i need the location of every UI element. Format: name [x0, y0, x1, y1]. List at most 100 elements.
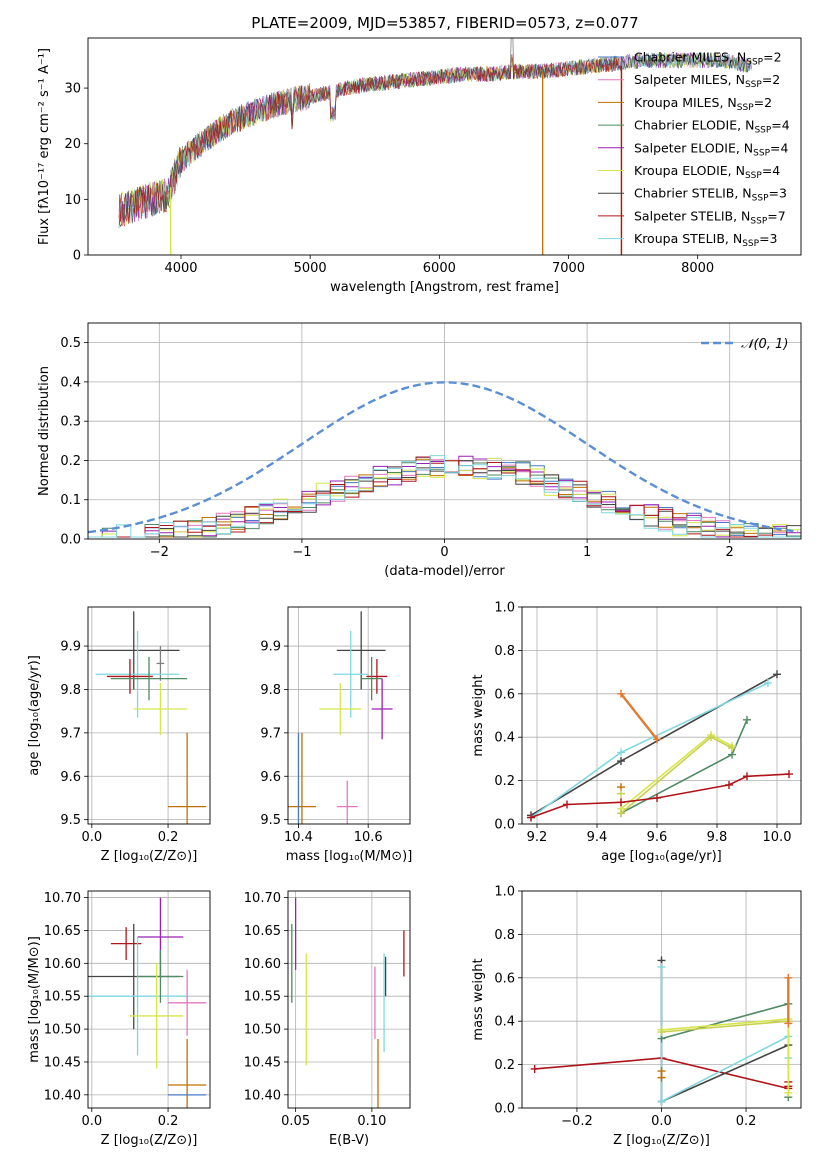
y-tick-label: 9.8 [60, 683, 81, 698]
weight-series-line [661, 1020, 789, 1033]
y-tick-label: 0.4 [494, 731, 515, 746]
errorbar-point [156, 646, 165, 681]
weight-marker [725, 780, 733, 789]
age-vs-Z-panel: 0.0 0.2 9.5 9.6 9.7 9.8 9.9 Z [log₁₀(Z/Z⊙)] age … [27, 606, 211, 864]
y-tick-label: 10.65 [244, 924, 281, 939]
x-axis-label: mass [log₁₀(M/M⊙)] [286, 849, 413, 864]
y-tick-label: 0.0 [494, 818, 515, 833]
x-axis-label: E(B-V) [329, 1133, 369, 1148]
errorbar-point [336, 611, 386, 690]
y-axis-label: Normed distribution [37, 366, 52, 496]
x-tick-label: 0.2 [736, 1114, 757, 1129]
errorbar-point [88, 611, 180, 690]
y-tick-label: 9.9 [60, 640, 81, 655]
weight-series [617, 689, 661, 744]
legend-label: Salpeter MILES, NSSP=2 [634, 72, 780, 90]
x-tick-label: 6000 [423, 261, 456, 276]
y-axis-label: mass [log₁₀(M/M⊙)] [27, 936, 42, 1063]
x-tick-label: −0.2 [561, 1114, 593, 1129]
y-tick-label: 9.6 [60, 770, 81, 785]
figure-title: PLATE=2009, MJD=53857, FIBERID=0573, z=0… [251, 14, 638, 32]
weight-vs-age-panel: 9.2 9.4 9.6 9.8 10.0 0.0 0.2 0.4 0.6 0.8 1.0 age [l… [471, 601, 802, 864]
weight-series-line [620, 734, 733, 810]
weight-marker [784, 973, 793, 982]
y-tick-label: 0.2 [494, 1058, 515, 1073]
legend-label: Kroupa ELODIE, NSSP=4 [634, 163, 780, 181]
errorbar-point [95, 630, 180, 718]
legend-label: Kroupa MILES, NSSP=2 [634, 95, 772, 113]
spectrum-series-line [118, 38, 752, 228]
y-axis-label: mass weight [471, 958, 486, 1040]
y-tick-label: 9.5 [60, 813, 81, 828]
errorbar-point [288, 732, 316, 824]
x-tick-label: 0.2 [158, 830, 179, 845]
weight-marker [657, 1073, 666, 1082]
weight-marker [617, 798, 625, 807]
weight-marker [764, 678, 772, 687]
plot-frame [287, 890, 411, 1109]
weight-series [617, 789, 625, 798]
x-tick-label: 7000 [552, 261, 585, 276]
weight-series [527, 770, 793, 822]
age-vs-mass-panel: 10.4 10.6 9.5 9.6 9.7 9.8 9.9 mass [log₁₀(M/M⊙)… [260, 606, 413, 864]
y-tick-label: 9.9 [260, 640, 281, 655]
legend-label: Chabrier MILES, NSSP=2 [634, 50, 782, 68]
weight-marker [784, 1088, 793, 1097]
y-tick-label: 0.8 [494, 928, 515, 943]
weight-marker [530, 1064, 539, 1073]
x-tick-label: 4000 [164, 261, 197, 276]
weight-marker [617, 809, 625, 818]
x-axis-label: age [log₁₀(age/yr)] [601, 849, 722, 864]
weight-marker [563, 800, 571, 809]
weight-marker [728, 744, 736, 753]
errorbar-point [371, 678, 393, 740]
x-tick-label: 8000 [681, 261, 714, 276]
x-tick-label: 0.0 [81, 1114, 102, 1129]
x-tick-label: 0.10 [357, 1114, 386, 1129]
weight-series [617, 715, 751, 818]
x-tick-label: 9.6 [647, 830, 668, 845]
errorbar-point [88, 937, 188, 1056]
y-tick-label: 0.4 [60, 375, 81, 390]
y-tick-label: 30 [64, 82, 81, 97]
legend-label: Kroupa STELIB, NSSP=3 [634, 231, 778, 249]
weight-marker [657, 962, 666, 971]
errorbar-point [129, 963, 184, 1069]
errorbar-point [168, 732, 207, 824]
y-tick-label: 9.5 [260, 813, 281, 828]
x-tick-label: 9.2 [527, 830, 548, 845]
x-tick-label: 0.2 [158, 1114, 179, 1129]
y-tick-label: 0.0 [494, 1102, 515, 1117]
errorbar-group [288, 611, 393, 824]
errorbar-point [361, 656, 383, 701]
y-tick-label: 1.0 [494, 601, 515, 616]
y-tick-label: 20 [64, 137, 81, 152]
x-tick-label: −1 [292, 545, 311, 560]
legend-label: Salpeter STELIB, NSSP=7 [634, 208, 786, 226]
y-tick-label: 10.55 [44, 990, 81, 1005]
weight-vs-Z-panel: −0.2 0.0 0.2 0.0 0.2 0.4 0.6 0.8 1.0 Z [log₁₀(Z/Z… [471, 885, 802, 1148]
legend-label: Chabrier STELIB, NSSP=3 [634, 186, 787, 204]
histogram-group [88, 381, 801, 538]
y-tick-label: 0.6 [494, 971, 515, 986]
normal-reference-curve [88, 381, 799, 534]
mass-vs-EBV-panel: 0.05 0.10 10.40 10.45 10.50 10.55 10.60 10.65 10… [244, 890, 411, 1148]
spectrum-series-line [118, 52, 752, 224]
x-tick-label: −2 [150, 545, 169, 560]
x-axis-label: (data-model)/error [384, 564, 505, 579]
plot-frame [287, 606, 411, 825]
y-tick-label: 10 [64, 193, 81, 208]
y-tick-label: 10.70 [44, 891, 81, 906]
y-axis-label: Flux [fλ10⁻¹⁷ erg cm⁻² s⁻¹ A⁻¹] [37, 48, 52, 245]
y-tick-label: 0.4 [494, 1015, 515, 1030]
errorbar-group [88, 897, 207, 1108]
x-tick-label: 10.0 [763, 830, 792, 845]
legend-label: 𝒩(0, 1) [741, 337, 788, 352]
weight-marker [527, 813, 535, 822]
y-tick-label: 0 [73, 249, 81, 264]
y-tick-label: 10.40 [44, 1088, 81, 1103]
x-tick-label: 1 [583, 545, 591, 560]
mass-vs-Z-panel: 0.0 0.2 10.40 10.45 10.50 10.55 10.60 10.65 10.7… [27, 890, 211, 1148]
y-tick-label: 10.45 [244, 1055, 281, 1070]
